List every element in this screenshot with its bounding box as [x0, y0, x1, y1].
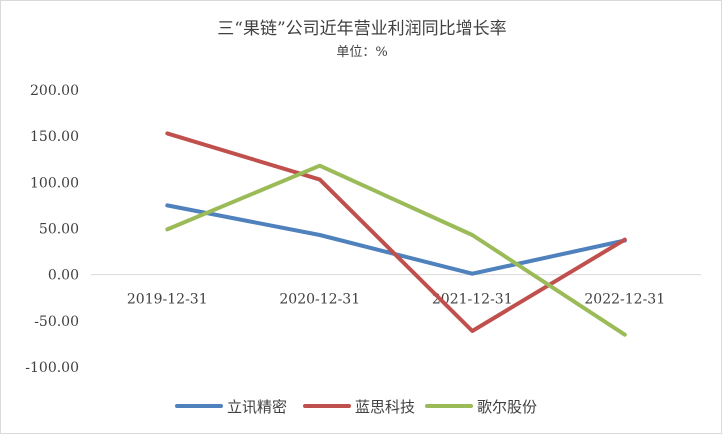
y-axis-ticks: 200.00 150.00 100.00 50.00 0.00 -50.00 -100.00 — [25, 83, 79, 376]
legend-label-3: 歌尔股份 — [477, 398, 537, 416]
series-line-2 — [165, 131, 627, 333]
y-tick-label: -50.00 — [34, 314, 79, 330]
y-tick-label: 50.00 — [39, 222, 79, 238]
legend-label-1: 立讯精密 — [227, 398, 287, 416]
legend: 立讯精密 蓝思科技 歌尔股份 — [175, 398, 537, 416]
x-tick-label: 2020-12-31 — [279, 292, 360, 308]
y-tick-label: 100.00 — [30, 175, 79, 191]
y-tick-label: 0.00 — [48, 268, 79, 284]
y-tick-label: -100.00 — [25, 360, 79, 376]
y-tick-label: 200.00 — [30, 83, 79, 99]
series-line-3 — [165, 163, 627, 337]
series-lines — [165, 131, 627, 337]
series-line-1 — [165, 203, 627, 276]
legend-label-2: 蓝思科技 — [355, 398, 415, 416]
x-tick-label: 2022-12-31 — [584, 292, 665, 308]
y-tick-label: 150.00 — [30, 129, 79, 145]
x-axis-ticks: 2019-12-31 2020-12-31 2021-12-31 2022-12-31 — [127, 292, 665, 308]
x-tick-label: 2021-12-31 — [432, 292, 513, 308]
chart-subtitle: 单位：% — [336, 45, 387, 60]
chart-title: 三“果链”公司近年营业利润同比增长率 — [217, 19, 506, 39]
x-tick-label: 2019-12-31 — [127, 292, 208, 308]
